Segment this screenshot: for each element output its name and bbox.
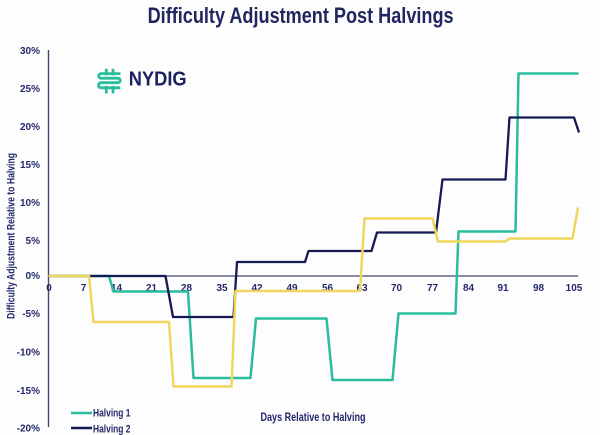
svg-text:42: 42 — [251, 283, 263, 294]
svg-text:28: 28 — [181, 283, 193, 294]
svg-text:0%: 0% — [26, 271, 41, 282]
svg-text:91: 91 — [497, 283, 509, 294]
svg-text:Halving 1: Halving 1 — [93, 408, 131, 420]
svg-text:7: 7 — [81, 283, 87, 294]
svg-text:30%: 30% — [20, 46, 40, 57]
svg-text:0: 0 — [46, 283, 52, 294]
svg-text:21: 21 — [146, 283, 158, 294]
svg-text:56: 56 — [322, 283, 334, 294]
svg-text:25%: 25% — [20, 84, 40, 95]
svg-text:10%: 10% — [20, 198, 40, 209]
svg-text:Days Relative to Halving: Days Relative to Halving — [261, 410, 366, 424]
svg-text:NYDIG: NYDIG — [129, 69, 187, 91]
svg-text:Halving 2: Halving 2 — [93, 424, 131, 435]
svg-text:14: 14 — [111, 283, 123, 294]
svg-text:-15%: -15% — [17, 386, 40, 397]
svg-text:15%: 15% — [20, 160, 40, 171]
svg-text:Difficulty Adjustment Relative: Difficulty Adjustment Relative to Halvin… — [5, 153, 17, 319]
svg-text:Difficulty Adjustment Post Hal: Difficulty Adjustment Post Halvings — [148, 3, 454, 28]
svg-text:84: 84 — [463, 283, 475, 294]
svg-text:63: 63 — [356, 283, 368, 294]
svg-text:-10%: -10% — [17, 348, 40, 359]
svg-text:-20%: -20% — [17, 424, 40, 435]
svg-text:20%: 20% — [20, 122, 40, 133]
svg-text:70: 70 — [391, 283, 403, 294]
svg-text:5%: 5% — [26, 236, 41, 247]
svg-text:98: 98 — [533, 283, 545, 294]
svg-text:77: 77 — [427, 283, 439, 294]
svg-text:49: 49 — [286, 283, 298, 294]
svg-text:105: 105 — [566, 283, 583, 294]
svg-text:35: 35 — [216, 283, 228, 294]
svg-text:-5%: -5% — [22, 309, 40, 320]
